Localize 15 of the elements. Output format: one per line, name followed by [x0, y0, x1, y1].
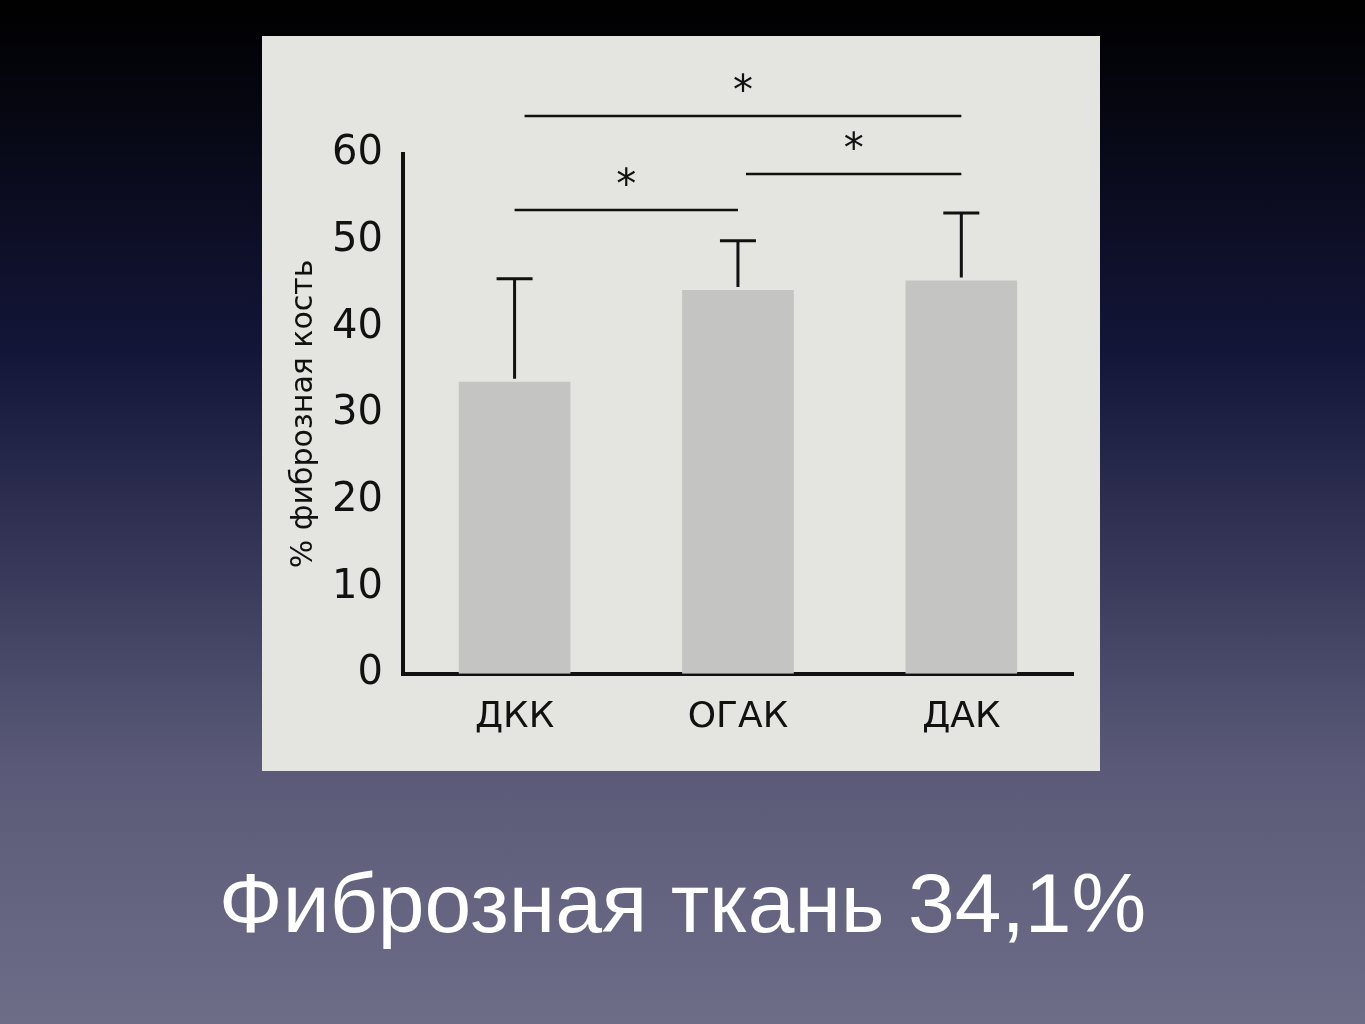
- y-tick-label: 10: [331, 560, 383, 607]
- x-tick-label: ДКК: [474, 693, 555, 735]
- x-tick-label: ОГАК: [687, 693, 789, 735]
- y-tick-label: 30: [331, 387, 383, 434]
- y-tick-label: 40: [331, 300, 383, 347]
- y-tick-label: 50: [331, 214, 383, 261]
- text: Фиброзная ткань 34,1%: [217, 855, 1148, 952]
- y-axis-title: % фиброзная кость: [283, 259, 319, 569]
- y-tick-label: 60: [331, 127, 383, 174]
- annotation: *: [843, 125, 864, 172]
- text: *: [732, 67, 753, 114]
- y-tick-label: 0: [357, 647, 383, 694]
- annotation: *: [616, 161, 637, 208]
- y-tick-label: 20: [331, 473, 383, 520]
- x-tick-label: ДАК: [922, 693, 1001, 735]
